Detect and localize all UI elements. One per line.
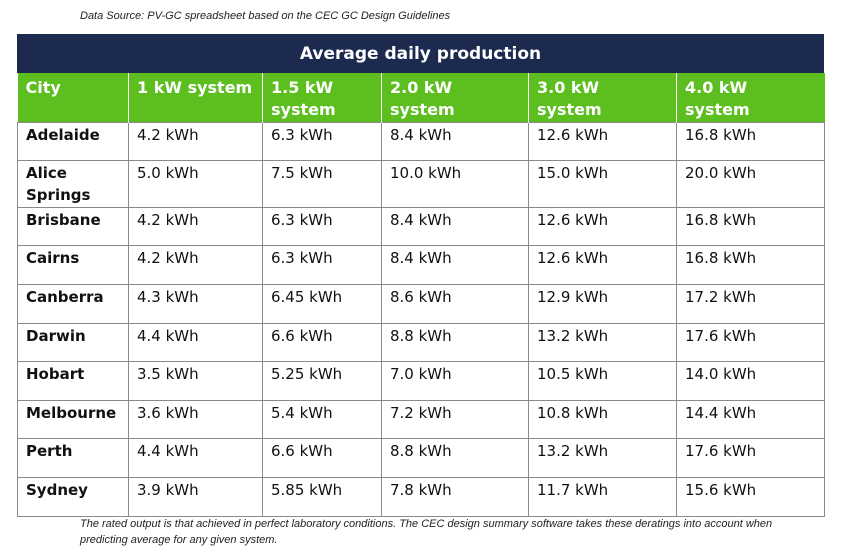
value-cell: 12.9 kWh xyxy=(528,284,677,324)
value-cell: 7.2 kWh xyxy=(381,399,529,440)
value-cell: 4.2 kWh xyxy=(128,206,263,247)
value-cell: 5.85 kWh xyxy=(262,477,382,517)
table-row: Perth 4.4 kWh 6.6 kWh 8.8 kWh 13.2 kWh 1… xyxy=(17,438,825,479)
value-cell: 13.2 kWh xyxy=(528,322,677,363)
value-cell: 10.5 kWh xyxy=(528,361,677,401)
city-cell: Perth xyxy=(17,438,129,479)
value-cell: 17.6 kWh xyxy=(676,322,825,363)
table-row: Adelaide 4.2 kWh 6.3 kWh 8.4 kWh 12.6 kW… xyxy=(17,121,825,162)
value-cell: 5.25 kWh xyxy=(262,361,382,401)
data-source-note: Data Source: PV-GC spreadsheet based on … xyxy=(80,10,451,22)
table-row: Brisbane 4.2 kWh 6.3 kWh 8.4 kWh 12.6 kW… xyxy=(17,206,825,247)
value-cell: 6.3 kWh xyxy=(262,206,382,247)
value-cell: 10.8 kWh xyxy=(528,399,677,440)
value-cell: 14.4 kWh xyxy=(676,399,825,440)
city-cell: Darwin xyxy=(17,322,129,363)
value-cell: 8.4 kWh xyxy=(381,245,529,286)
value-cell: 17.2 kWh xyxy=(676,284,825,324)
value-cell: 8.6 kWh xyxy=(381,284,529,324)
value-cell: 5.0 kWh xyxy=(128,160,263,208)
value-cell: 8.8 kWh xyxy=(381,322,529,363)
table-title: Average daily production xyxy=(17,34,824,73)
value-cell: 20.0 kWh xyxy=(676,160,825,208)
production-table: Average daily production City 1 kW syste… xyxy=(17,34,825,517)
value-cell: 17.6 kWh xyxy=(676,438,825,479)
value-cell: 12.6 kWh xyxy=(528,121,677,162)
city-cell: Canberra xyxy=(17,284,129,324)
value-cell: 16.8 kWh xyxy=(676,206,825,247)
city-cell: Melbourne xyxy=(17,399,129,440)
city-cell: Hobart xyxy=(17,361,129,401)
value-cell: 6.45 kWh xyxy=(262,284,382,324)
value-cell: 7.8 kWh xyxy=(381,477,529,517)
header-row: City 1 kW system 1.5 kW system 2.0 kW sy… xyxy=(17,73,825,123)
value-cell: 6.6 kWh xyxy=(262,322,382,363)
value-cell: 6.3 kWh xyxy=(262,245,382,286)
table-row: Alice Springs 5.0 kWh 7.5 kWh 10.0 kWh 1… xyxy=(17,160,825,208)
column-header-1kw: 1 kW system xyxy=(128,73,263,123)
value-cell: 7.0 kWh xyxy=(381,361,529,401)
value-cell: 15.6 kWh xyxy=(676,477,825,517)
column-header-3kw: 3.0 kW system xyxy=(528,73,677,123)
city-cell: Adelaide xyxy=(17,121,129,162)
value-cell: 3.9 kWh xyxy=(128,477,263,517)
production-grid: City 1 kW system 1.5 kW system 2.0 kW sy… xyxy=(17,73,825,517)
table-row: Canberra 4.3 kWh 6.45 kWh 8.6 kWh 12.9 k… xyxy=(17,284,825,324)
column-header-city: City xyxy=(17,73,129,123)
column-header-2kw: 2.0 kW system xyxy=(381,73,529,123)
value-cell: 6.6 kWh xyxy=(262,438,382,479)
value-cell: 10.0 kWh xyxy=(381,160,529,208)
value-cell: 13.2 kWh xyxy=(528,438,677,479)
value-cell: 4.2 kWh xyxy=(128,245,263,286)
value-cell: 11.7 kWh xyxy=(528,477,677,517)
footnote: The rated output is that achieved in per… xyxy=(80,518,773,546)
city-cell: Cairns xyxy=(17,245,129,286)
value-cell: 14.0 kWh xyxy=(676,361,825,401)
value-cell: 5.4 kWh xyxy=(262,399,382,440)
value-cell: 7.5 kWh xyxy=(262,160,382,208)
value-cell: 8.8 kWh xyxy=(381,438,529,479)
value-cell: 8.4 kWh xyxy=(381,121,529,162)
value-cell: 15.0 kWh xyxy=(528,160,677,208)
table-row: Melbourne 3.6 kWh 5.4 kWh 7.2 kWh 10.8 k… xyxy=(17,399,825,440)
value-cell: 4.3 kWh xyxy=(128,284,263,324)
value-cell: 12.6 kWh xyxy=(528,206,677,247)
value-cell: 12.6 kWh xyxy=(528,245,677,286)
value-cell: 4.4 kWh xyxy=(128,438,263,479)
value-cell: 16.8 kWh xyxy=(676,245,825,286)
city-cell: Alice Springs xyxy=(17,160,129,208)
value-cell: 3.5 kWh xyxy=(128,361,263,401)
value-cell: 4.4 kWh xyxy=(128,322,263,363)
column-header-1-5kw: 1.5 kW system xyxy=(262,73,382,123)
city-cell: Sydney xyxy=(17,477,129,517)
value-cell: 4.2 kWh xyxy=(128,121,263,162)
table-row: Darwin 4.4 kWh 6.6 kWh 8.8 kWh 13.2 kWh … xyxy=(17,322,825,363)
table-row: Sydney 3.9 kWh 5.85 kWh 7.8 kWh 11.7 kWh… xyxy=(17,477,825,517)
column-header-4kw: 4.0 kW system xyxy=(676,73,825,123)
value-cell: 3.6 kWh xyxy=(128,399,263,440)
value-cell: 8.4 kWh xyxy=(381,206,529,247)
city-cell: Brisbane xyxy=(17,206,129,247)
value-cell: 16.8 kWh xyxy=(676,121,825,162)
value-cell: 6.3 kWh xyxy=(262,121,382,162)
table-row: Cairns 4.2 kWh 6.3 kWh 8.4 kWh 12.6 kWh … xyxy=(17,245,825,286)
table-row: Hobart 3.5 kWh 5.25 kWh 7.0 kWh 10.5 kWh… xyxy=(17,361,825,401)
